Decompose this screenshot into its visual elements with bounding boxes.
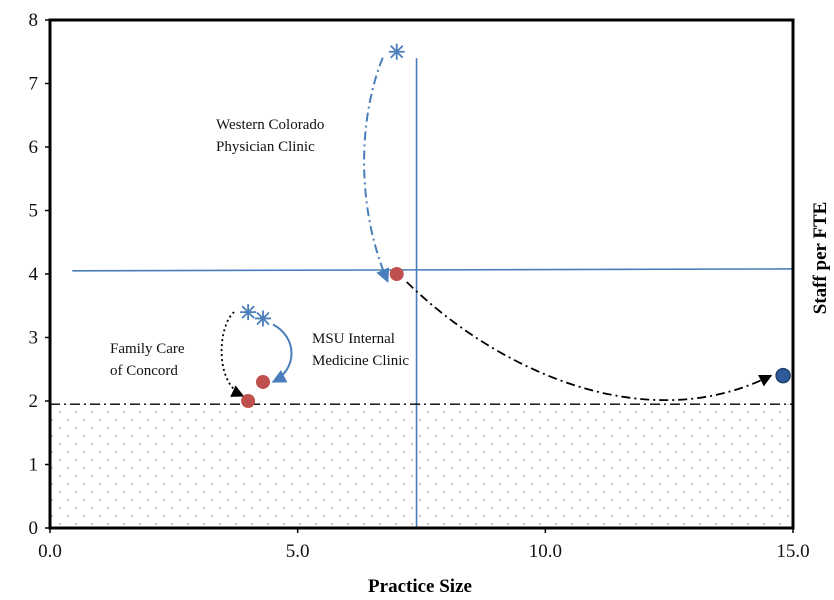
- y-tick-label: 6: [29, 137, 39, 158]
- target-point: [775, 367, 791, 384]
- annotation-label: Western Colorado Physician Clinic: [216, 117, 324, 155]
- y-tick-label: 3: [29, 328, 39, 349]
- x-tick-label: 10.0: [529, 541, 562, 562]
- annotation-label: MSU Internal Medicine Clinic: [312, 331, 409, 369]
- data-points: [240, 43, 791, 408]
- y-tick-label: 8: [29, 10, 39, 31]
- y-tick-label: 0: [29, 518, 39, 539]
- y-tick-label: 2: [29, 391, 39, 412]
- after-point: [255, 374, 270, 389]
- trajectory-arrows: [220, 57, 773, 401]
- y-tick-label: 5: [29, 201, 39, 222]
- x-tick-label: 5.0: [286, 541, 310, 562]
- annotation-label: Family Care of Concord: [110, 341, 185, 379]
- x-axis-ticks: 0.0 5.0 10.0 15.0: [38, 528, 810, 562]
- horizontal-reference-line: [72, 268, 794, 272]
- annotations: Western Colorado Physician Clinic Family C…: [110, 117, 409, 379]
- shaded-region: [50, 404, 793, 528]
- before-star-marker: [240, 304, 257, 321]
- y-tick-label: 7: [29, 74, 39, 95]
- after-point: [241, 394, 256, 408]
- family-care-arrow: [220, 311, 245, 397]
- after-point: [389, 267, 404, 281]
- before-star-marker: [254, 310, 271, 327]
- y-axis-label: Staff per FTE: [810, 202, 831, 315]
- x-axis-label: Practice Size: [368, 576, 472, 597]
- western-colorado-arrow: [363, 57, 390, 283]
- x-tick-label: 0.0: [38, 541, 62, 562]
- target-arrow: [406, 281, 773, 401]
- msu-arrow: [271, 323, 293, 383]
- x-tick-label: 15.0: [776, 541, 809, 562]
- y-axis-ticks: 0 1 2 3 4 5 6 7 8: [29, 10, 50, 539]
- before-star-marker: [388, 43, 405, 60]
- y-tick-label: 4: [29, 264, 39, 285]
- y-tick-label: 1: [29, 455, 39, 476]
